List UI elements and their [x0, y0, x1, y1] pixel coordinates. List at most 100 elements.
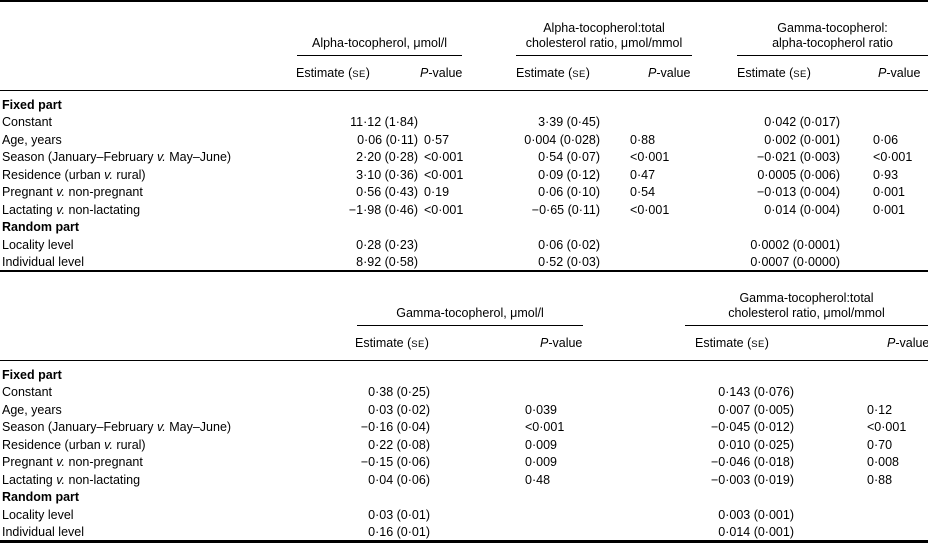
- pvalue-header: P-value: [800, 326, 928, 361]
- pvalue-cell: 0·88: [867, 472, 893, 487]
- estimate-cell: 0·28 (0·23): [356, 237, 418, 252]
- estimate-cell: 0·003 (0·001): [718, 507, 794, 522]
- pvalue-cell: [848, 218, 928, 236]
- estimate-cell: 3·10 (0·36): [356, 167, 418, 182]
- column-group-header: Gamma-tocopherol, μmol/l: [357, 306, 583, 326]
- table-row: Pregnant v. non-pregnant 0·56 (0·43) 0·19 0…: [0, 183, 928, 201]
- row-label: Constant: [2, 385, 53, 399]
- pvalue-cell: [610, 235, 700, 253]
- estimate-header: Estimate (SE): [290, 56, 420, 91]
- pvalue-cell: 0·88: [630, 132, 656, 147]
- estimate-cell: [640, 361, 800, 383]
- estimate-cell: 0·0005 (0·006): [757, 167, 841, 182]
- pvalue-cell: [800, 361, 928, 383]
- pvalue-header: P-value: [610, 56, 701, 91]
- pvalue-cell: <0·001: [424, 202, 464, 217]
- estimate-cell: 0·0007 (0·0000): [750, 255, 841, 269]
- pvalue-cell: <0·001: [424, 150, 464, 164]
- estimate-cell: 0·0002 (0·0001): [750, 237, 841, 252]
- estimate-cell: 0·06 (0·02): [538, 237, 601, 252]
- estimate-cell: 0·09 (0·12): [538, 167, 601, 182]
- table-row: Locality level 0·28 (0·23) 0·06 (0·02) 0·00…: [0, 235, 928, 253]
- column-group-header: Gamma-tocopherol: alpha-tocopherol ratio: [737, 21, 928, 56]
- row-label: Age, years: [2, 132, 62, 147]
- pvalue-cell: 0·001: [873, 185, 905, 199]
- pvalue-cell: 0·19: [424, 185, 450, 199]
- column-subheader-row: Estimate (SE) P-value Estimate (SE) P-va…: [0, 326, 928, 361]
- pvalue-cell: 0·70: [867, 437, 893, 452]
- row-label: Season (January–February v. May–June): [2, 150, 232, 164]
- table-row: Random part: [0, 488, 928, 506]
- estimate-cell: 0·010 (0·025): [718, 437, 794, 452]
- row-label: Locality level: [2, 507, 74, 522]
- estimate-cell: [490, 91, 610, 113]
- pvalue-cell: <0·001: [873, 150, 913, 164]
- pvalue-cell: [800, 505, 928, 523]
- pvalue-cell: <0·001: [424, 167, 464, 182]
- pvalue-cell: 0·001: [873, 202, 905, 217]
- estimate-header: Estimate (SE): [700, 56, 849, 91]
- pvalue-cell: [610, 91, 700, 113]
- pvalue-cell: [848, 235, 928, 253]
- estimate-cell: 8·92 (0·58): [356, 255, 418, 269]
- row-label: Individual level: [2, 255, 84, 269]
- table-row: Residence (urban v. rural) 0·22 (0·08) 0·0…: [0, 435, 928, 453]
- estimate-cell: −0·045 (0·012): [710, 420, 794, 434]
- table-row: Individual level 0·16 (0·01) 0·014 (0·001): [0, 523, 928, 542]
- estimate-cell: 0·04 (0·06): [368, 472, 430, 487]
- table-bottom-body: Fixed part Constant 0·38 (0·25) 0·143 (0·07…: [0, 361, 928, 542]
- pvalue-cell: [610, 218, 700, 236]
- row-label: Random part: [2, 490, 80, 504]
- row-label: Random part: [2, 220, 80, 234]
- row-label: Residence (urban v. rural): [2, 167, 146, 182]
- table-row: Random part: [0, 218, 928, 236]
- pvalue-cell: [460, 523, 640, 542]
- estimate-cell: [640, 488, 800, 506]
- estimate-cell: 0·56 (0·43): [356, 185, 418, 199]
- row-label: Individual level: [2, 525, 84, 539]
- pvalue-cell: [460, 505, 640, 523]
- pvalue-cell: [848, 91, 928, 113]
- pvalue-cell: [420, 91, 490, 113]
- column-group-gamma-tocopherol: Gamma-tocopherol, μmol/l: [340, 272, 640, 326]
- estimate-cell: 0·52 (0·03): [538, 255, 601, 269]
- row-label: Constant: [2, 115, 53, 129]
- column-group-header: Alpha-tocopherol, μmol/l: [297, 36, 463, 56]
- pvalue-cell: [848, 253, 928, 272]
- estimate-cell: 0·014 (0·001): [718, 525, 794, 539]
- results-table-top: Alpha-tocopherol, μmol/l Alpha-tocophero…: [0, 0, 928, 272]
- estimate-cell: −0·021 (0·003): [756, 150, 841, 164]
- estimate-cell: 0·042 (0·017): [764, 115, 841, 129]
- pvalue-cell: 0·039: [525, 402, 557, 417]
- table-row: Individual level 8·92 (0·58) 0·52 (0·03) 0·…: [0, 253, 928, 272]
- spacer-cell: [0, 272, 340, 326]
- estimate-cell: 0·002 (0·001): [764, 132, 841, 147]
- pvalue-cell: 0·008: [867, 455, 899, 469]
- pvalue-cell: [460, 488, 640, 506]
- table-row: Season (January–February v. May–June) −0·…: [0, 418, 928, 436]
- pvalue-cell: [800, 523, 928, 542]
- pvalue-cell: 0·54: [630, 185, 656, 199]
- estimate-cell: −0·16 (0·04): [360, 420, 430, 434]
- column-group-alpha-cholesterol-ratio: Alpha-tocopherol:total cholesterol ratio,…: [490, 1, 700, 56]
- estimate-cell: −0·65 (0·11): [531, 202, 601, 217]
- table-row: Lactating v. non-lactating 0·04 (0·06) 0·4…: [0, 470, 928, 488]
- column-group-row: Gamma-tocopherol, μmol/l Gamma-tocophero…: [0, 272, 928, 326]
- estimate-cell: 0·007 (0·005): [718, 402, 794, 417]
- pvalue-cell: [460, 361, 640, 383]
- table-row: Residence (urban v. rural) 3·10 (0·36) <0·…: [0, 165, 928, 183]
- table-top-header: Alpha-tocopherol, μmol/l Alpha-tocophero…: [0, 1, 928, 91]
- row-label: Fixed part: [2, 97, 62, 112]
- estimate-cell: [340, 361, 460, 383]
- estimate-header: Estimate (SE): [340, 326, 460, 361]
- estimate-cell: [700, 218, 848, 236]
- row-label: Pregnant v. non-pregnant: [2, 185, 143, 199]
- pvalue-cell: 0·009: [525, 455, 557, 469]
- estimate-cell: [290, 218, 420, 236]
- pvalue-cell: [420, 235, 490, 253]
- estimate-cell: 0·014 (0·004): [764, 202, 841, 217]
- estimate-cell: 0·16 (0·01): [368, 525, 430, 539]
- estimate-header: Estimate (SE): [640, 326, 800, 361]
- estimate-cell: 0·22 (0·08): [368, 437, 430, 452]
- row-label: Fixed part: [2, 367, 62, 382]
